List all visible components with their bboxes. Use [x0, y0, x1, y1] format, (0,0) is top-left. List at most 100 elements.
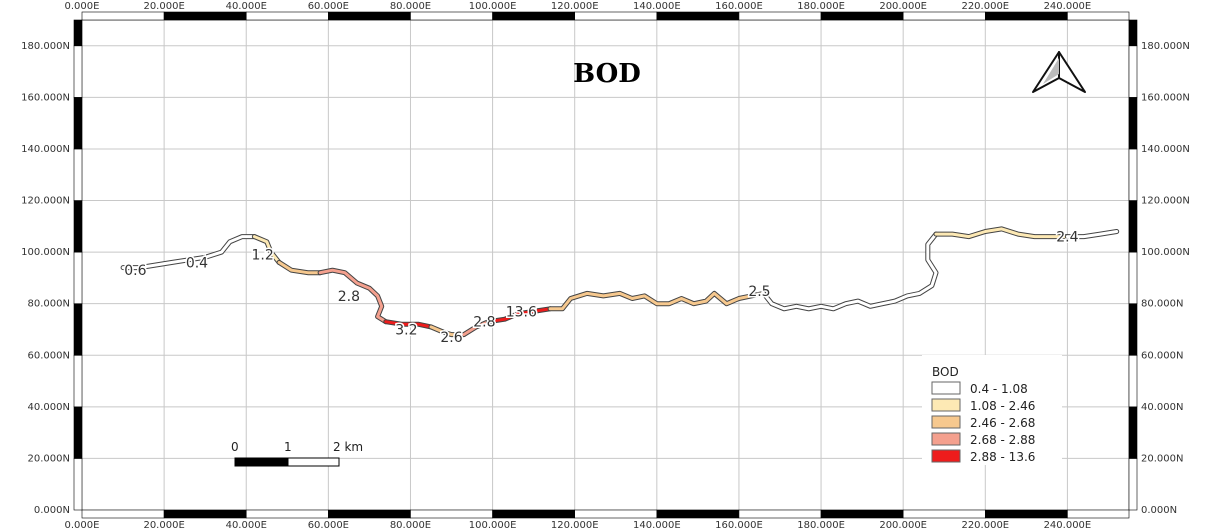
x-tick-label: 40.000E [226, 1, 267, 12]
frame-bars [73, 11, 1138, 519]
frame-bar-bottom [656, 509, 740, 519]
x-tick-label: 180.000E [797, 1, 845, 12]
river-segment [934, 227, 1069, 239]
y-tick-label: 160.000N [1141, 92, 1190, 103]
legend-item-label: 2.88 - 13.6 [970, 450, 1035, 464]
y-tick-label: 40.000N [28, 402, 70, 413]
y-tick-label: 20.000N [28, 453, 70, 464]
x-tick-label: 80.000E [390, 1, 431, 12]
frame-bar-bottom [820, 509, 904, 519]
frame-bar-top [574, 11, 658, 21]
scale-bar: 0 1 2 km [231, 440, 363, 467]
river-segment [277, 260, 322, 275]
river-value-label: 1.2 [252, 248, 274, 264]
x-tick-labels-bottom: 0.000E 20.000E 40.000E 60.000E 80.000E 100.00… [65, 520, 1092, 529]
y-tick-labels-right: 0.000N 20.000N 40.000N 60.000N 80.000N 100.00… [1141, 41, 1190, 516]
y-tick-label: 100.000N [21, 247, 70, 258]
frame-bar-bottom [492, 509, 576, 519]
frame-bar-right [1128, 303, 1138, 356]
x-tick-label: 240.000E [1044, 1, 1092, 12]
scale-label-2: 2 km [333, 440, 363, 454]
frame-bar-bottom [1067, 509, 1130, 519]
river-value-label: 2.4 [1056, 230, 1078, 246]
y-tick-label: 80.000N [28, 299, 70, 310]
y-tick-label: 180.000N [21, 41, 70, 52]
frame-bar-top [328, 11, 411, 21]
legend-swatch [931, 415, 961, 429]
frame-bar-bottom [163, 509, 247, 519]
legend-item-label: 0.4 - 1.08 [970, 382, 1028, 396]
frame-bar-right [1128, 406, 1138, 459]
frame-bar-top [492, 11, 576, 21]
legend-swatch [931, 449, 961, 463]
x-tick-label: 160.000E [715, 520, 763, 529]
frame-bar-right [1128, 97, 1138, 150]
legend-swatch [931, 381, 961, 395]
river-segment [252, 235, 281, 264]
river-value-label: 2.5 [748, 284, 770, 300]
river-segment [762, 232, 938, 311]
legend-item-label: 1.08 - 2.46 [970, 399, 1035, 413]
frame-bar-left [73, 148, 83, 201]
x-tick-label: 40.000E [226, 520, 267, 529]
x-tick-label: 0.000E [65, 520, 100, 529]
river-labels: 0.6 0.4 1.2 2.8 3.2 2.6 2.8 13.6 2.5 2.4 [123, 228, 1080, 348]
river-segment [1065, 230, 1119, 239]
x-tick-label: 100.000E [469, 1, 517, 12]
river-value-label: 13.6 [506, 304, 537, 320]
legend-swatch [931, 432, 961, 446]
x-tick-label: 240.000E [1044, 520, 1092, 529]
x-tick-label: 140.000E [633, 1, 681, 12]
river-network [120, 226, 1120, 338]
y-tick-label: 0.000N [1141, 505, 1177, 516]
y-tick-label: 60.000N [1141, 350, 1183, 361]
x-tick-label: 60.000E [308, 1, 349, 12]
frame-bar-left [73, 303, 83, 356]
frame-bar-left [73, 251, 83, 304]
x-tick-label: 80.000E [390, 520, 431, 529]
y-tick-label: 180.000N [1141, 41, 1190, 52]
map-title: BOD [573, 59, 641, 89]
scale-label-1: 1 [284, 440, 292, 454]
frame-bar-top [163, 11, 247, 21]
x-tick-label: 140.000E [633, 520, 681, 529]
x-tick-label: 200.000E [879, 520, 927, 529]
y-tick-label: 100.000N [1141, 247, 1190, 258]
frame-bar-left [73, 200, 83, 253]
legend-title: BOD [932, 365, 959, 379]
frame-bar-bottom [328, 509, 411, 519]
frame-bar-right [1128, 148, 1138, 201]
frame-bar-bottom [410, 509, 493, 519]
y-tick-label: 160.000N [21, 92, 70, 103]
frame-bar-bottom [245, 509, 329, 519]
frame-bar-top [984, 11, 1068, 21]
frame-bar-left [73, 354, 83, 408]
river-value-label: 2.6 [440, 330, 462, 346]
frame-bar-bottom [738, 509, 822, 519]
river-segment [462, 320, 490, 337]
x-tick-label: 220.000E [961, 1, 1009, 12]
x-tick-label: 220.000E [961, 520, 1009, 529]
frame-bar-top [245, 11, 329, 21]
x-tick-label: 120.000E [551, 1, 599, 12]
frame-bar-top [656, 11, 740, 21]
frame-bar-right [1128, 354, 1138, 408]
x-tick-label: 60.000E [308, 520, 349, 529]
frame-bar-left [73, 458, 83, 511]
frame-bar-left [73, 19, 83, 47]
river-segment [121, 235, 256, 270]
y-tick-label: 120.000N [21, 196, 70, 207]
frame-bar-bottom [984, 509, 1068, 519]
y-tick-label: 0.000N [34, 505, 70, 516]
y-tick-label: 20.000N [1141, 453, 1183, 464]
x-tick-label: 0.000E [65, 1, 100, 12]
river-value-label: 2.8 [473, 315, 495, 331]
frame-bar-top [738, 11, 822, 21]
y-tick-label: 120.000N [1141, 196, 1190, 207]
frame-bar-right [1128, 19, 1138, 47]
frame-bar-left [73, 406, 83, 459]
legend-item-label: 2.46 - 2.68 [970, 416, 1035, 430]
north-arrow-icon [1032, 51, 1086, 93]
x-tick-label: 200.000E [879, 1, 927, 12]
